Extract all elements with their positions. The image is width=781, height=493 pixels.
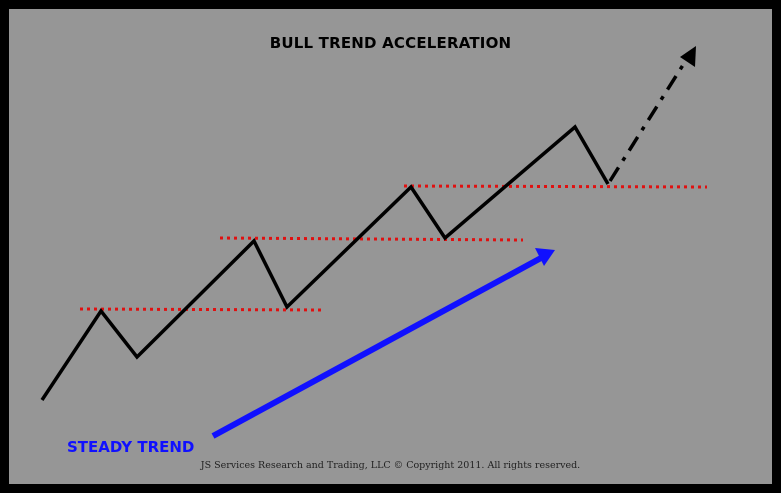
steady-trend-arrow	[211, 255, 543, 439]
projection-arrowhead-icon	[680, 46, 696, 67]
copyright-notice: JS Services Research and Trading, LLC © …	[200, 460, 581, 471]
projection-line	[608, 56, 690, 182]
steady-trend-label: STEADY TREND	[67, 438, 195, 456]
support-line-1	[79, 307, 324, 312]
chart-title: BULL TREND ACCELERATION	[269, 34, 512, 52]
price-path	[40, 124, 610, 401]
chart-panel	[9, 9, 772, 484]
trend-arrowhead-icon	[535, 248, 555, 266]
support-line-3	[403, 184, 708, 189]
support-line-2	[219, 236, 524, 242]
